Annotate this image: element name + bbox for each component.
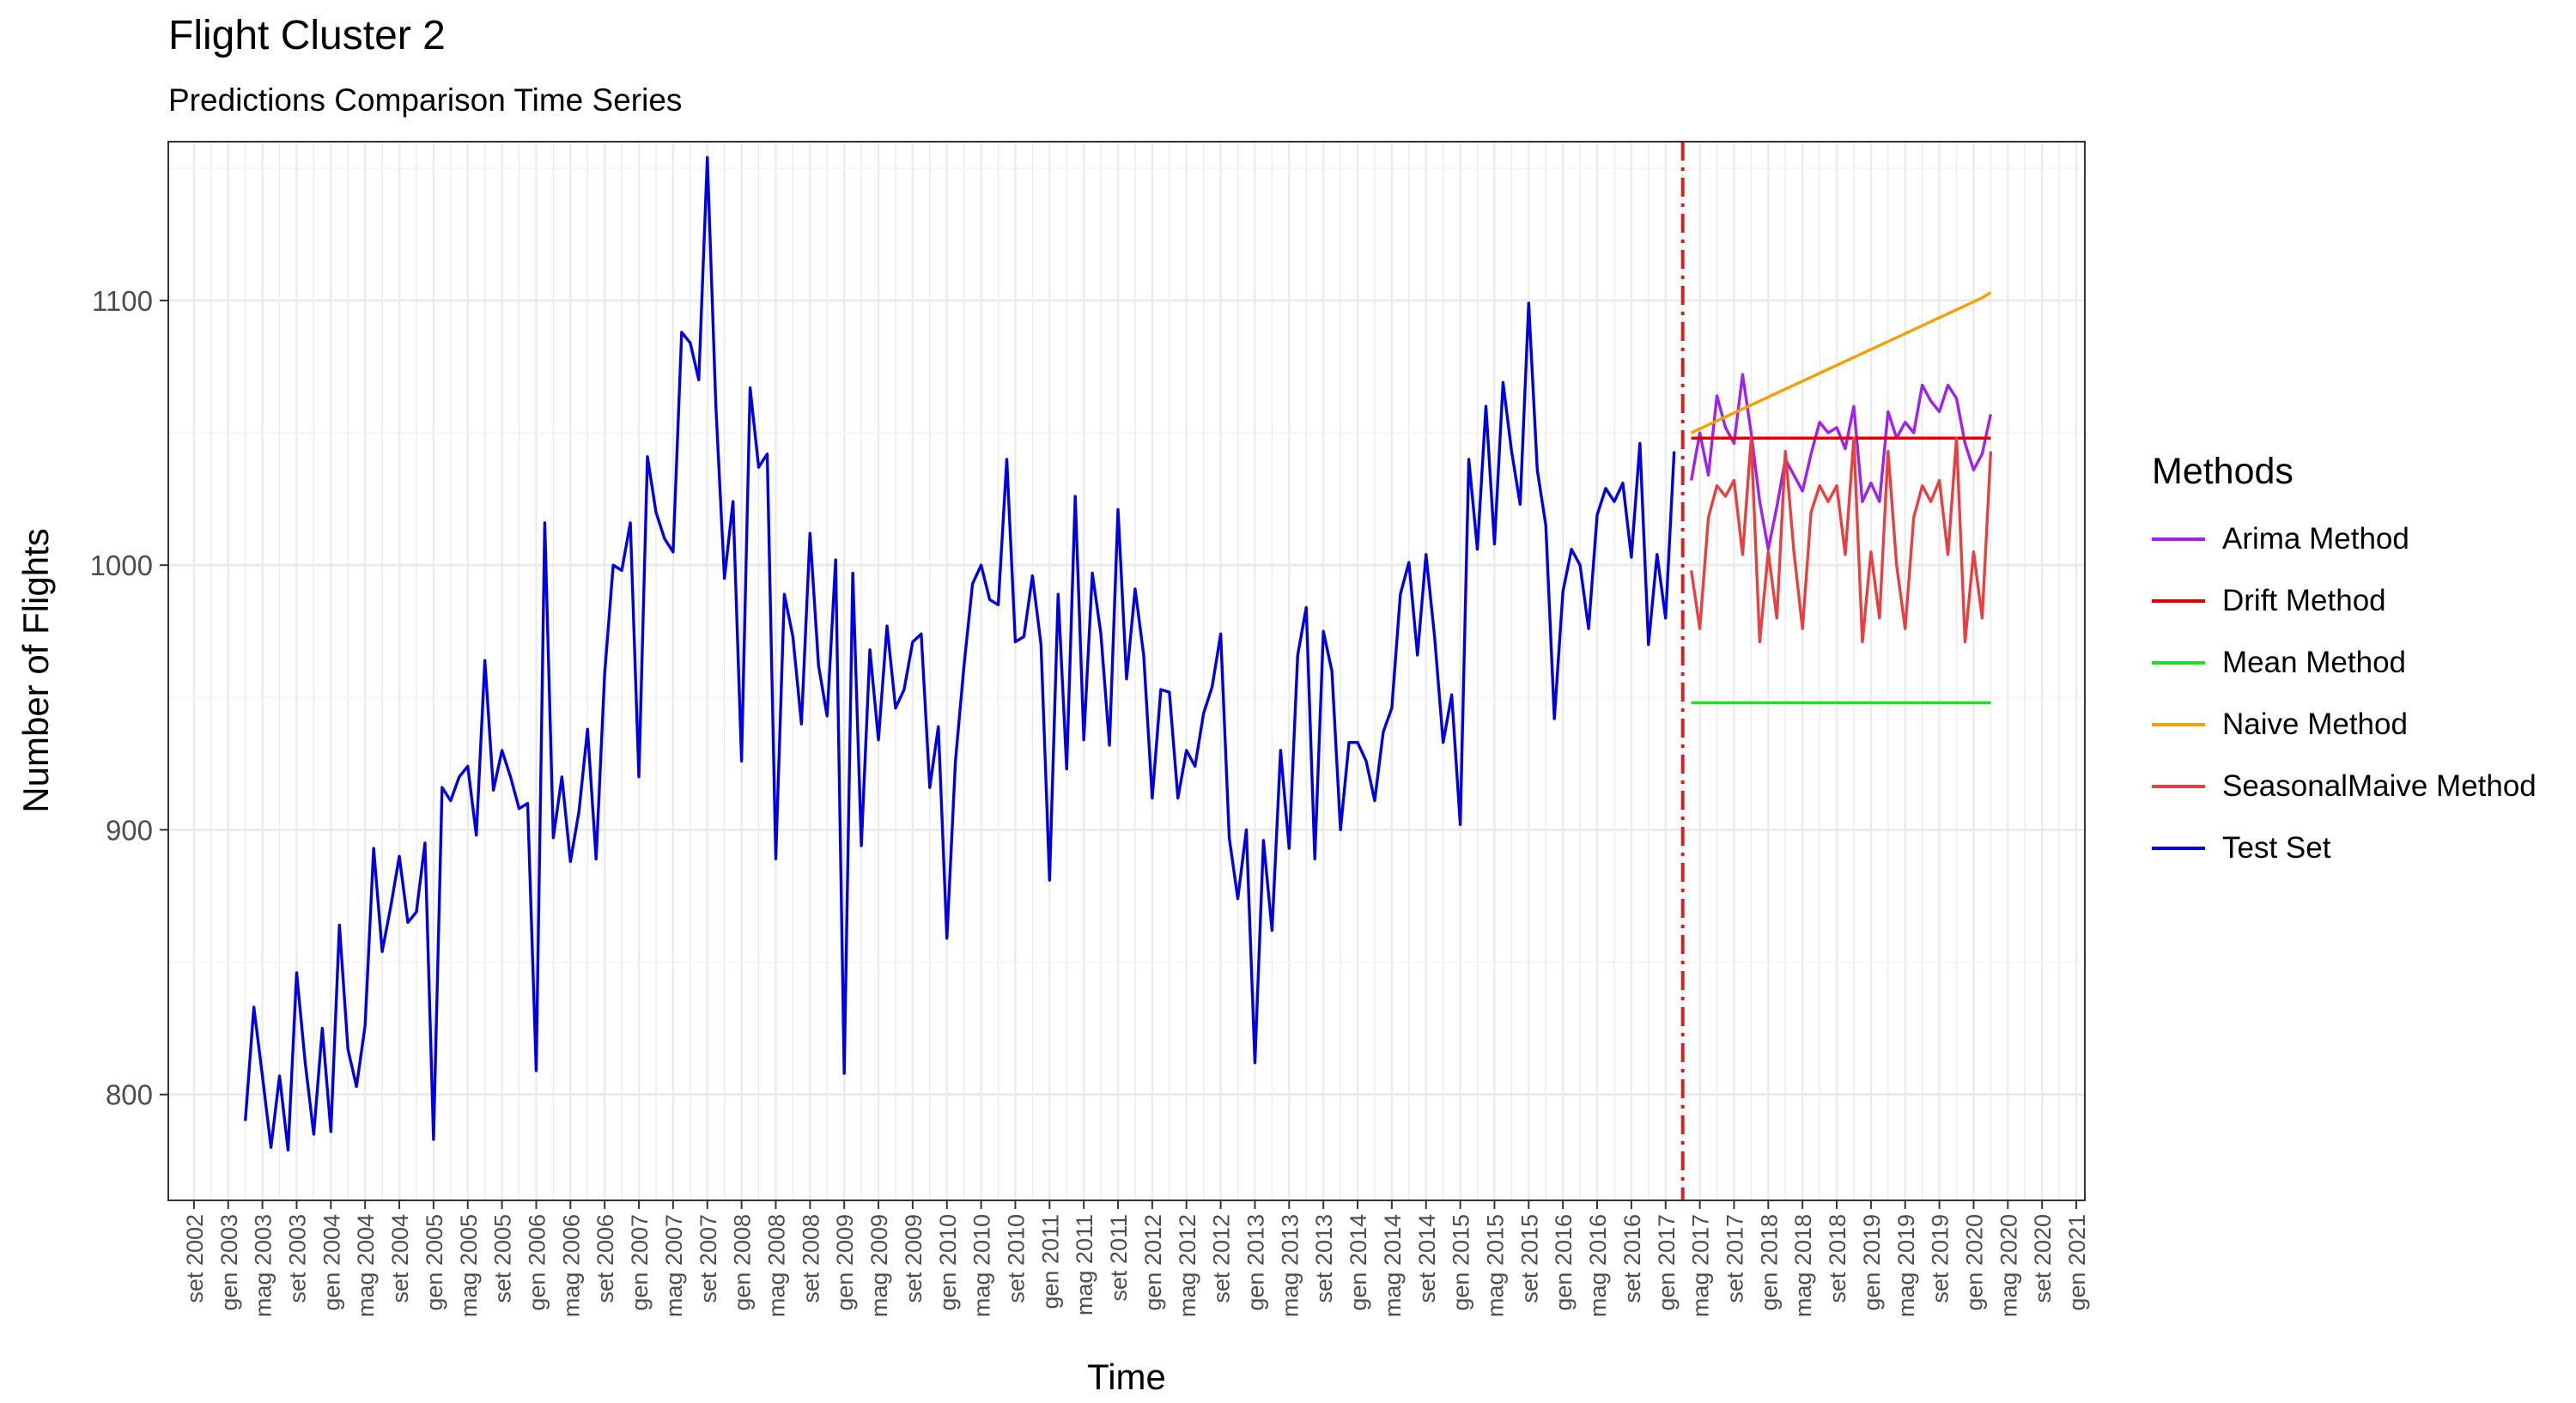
x-tick-label: mag 2017 — [1688, 1214, 1714, 1317]
x-tick-label: mag 2006 — [558, 1214, 584, 1317]
x-tick-label: gen 2013 — [1243, 1214, 1269, 1311]
series-line-seasonalmaive-method — [1689, 436, 1993, 644]
x-tick-label: mag 2009 — [866, 1214, 892, 1317]
legend: Methods Arima Method Drift Method Mean Met… — [2152, 451, 2537, 879]
x-tick-label: set 2010 — [1004, 1214, 1030, 1303]
x-tick-label: gen 2010 — [935, 1214, 961, 1311]
x-tick-label: mag 2016 — [1585, 1214, 1611, 1317]
x-tick-label: set 2019 — [1928, 1214, 1953, 1303]
x-tick-label: gen 2012 — [1140, 1214, 1166, 1311]
x-tick-label: set 2017 — [1722, 1214, 1748, 1303]
x-tick-label: set 2007 — [696, 1214, 721, 1303]
legend-key — [2152, 599, 2205, 603]
x-tick-label: mag 2003 — [251, 1214, 276, 1317]
legend-item: Drift Method — [2152, 570, 2537, 632]
legend-key — [2152, 538, 2205, 541]
y-tick-label: 800 — [106, 1079, 153, 1111]
x-tick-label: gen 2003 — [216, 1214, 242, 1311]
x-tick-label: gen 2007 — [627, 1214, 653, 1311]
x-tick-label: mag 2014 — [1380, 1214, 1406, 1317]
x-axis-label: Time — [1087, 1357, 1166, 1397]
x-tick-label: set 2012 — [1209, 1214, 1235, 1303]
series-layer — [243, 142, 1993, 1200]
plot-panel-border — [167, 141, 2086, 1201]
legend-key — [2152, 847, 2205, 850]
series-line-test-set — [243, 155, 1676, 1152]
axes: 800 900 1000 1100 set 2002 gen 2003 mag 2003 se… — [90, 285, 2090, 1317]
x-tick-label: gen 2015 — [1449, 1214, 1474, 1311]
y-tick-label: 1100 — [92, 285, 153, 317]
x-tick-label: mag 2005 — [456, 1214, 482, 1317]
legend-key — [2152, 723, 2205, 726]
x-tick-label: mag 2007 — [661, 1214, 687, 1317]
x-tick-label: set 2004 — [387, 1214, 413, 1303]
x-tick-label: gen 2016 — [1551, 1214, 1577, 1311]
x-tick-label: set 2008 — [798, 1214, 823, 1303]
x-tick-label: set 2015 — [1516, 1214, 1542, 1303]
legend-label: Drift Method — [2222, 584, 2386, 617]
x-tick-label: set 2013 — [1311, 1214, 1337, 1303]
x-tick-label: set 2018 — [1825, 1214, 1850, 1303]
legend-label: Mean Method — [2222, 646, 2407, 679]
grid-lines — [168, 142, 2085, 1200]
legend-label: Arima Method — [2222, 522, 2409, 556]
x-tick-label: set 2003 — [285, 1214, 311, 1303]
chart-subtitle: Predictions Comparison Time Series — [168, 82, 683, 118]
legend-item: Test Set — [2152, 817, 2537, 879]
x-tick-label: mag 2010 — [969, 1214, 995, 1317]
x-tick-label: set 2020 — [2030, 1214, 2056, 1303]
legend-items: Arima Method Drift Method Mean Method Naive… — [2152, 508, 2537, 879]
x-tick-label: gen 2014 — [1346, 1214, 1371, 1311]
x-tick-label: gen 2021 — [2064, 1214, 2090, 1311]
x-tick-label: set 2002 — [182, 1214, 208, 1303]
x-tick-label: mag 2018 — [1790, 1214, 1816, 1317]
x-tick-label: set 2016 — [1619, 1214, 1645, 1303]
x-tick-label: set 2006 — [592, 1214, 618, 1303]
x-tick-label: gen 2019 — [1859, 1214, 1885, 1311]
legend-item: Mean Method — [2152, 632, 2537, 694]
x-tick-label: mag 2011 — [1072, 1214, 1097, 1315]
series-line-naive-method — [1690, 291, 1992, 434]
x-tick-label: mag 2004 — [353, 1214, 379, 1317]
legend-item: Arima Method — [2152, 508, 2537, 570]
chart-title: Flight Cluster 2 — [168, 13, 446, 58]
legend-title: Methods — [2152, 451, 2293, 492]
legend-item: Naive Method — [2152, 694, 2537, 756]
legend-label: Test Set — [2222, 831, 2331, 865]
legend-key — [2152, 785, 2205, 788]
x-tick-label: gen 2009 — [832, 1214, 858, 1311]
x-tick-label: gen 2005 — [422, 1214, 447, 1311]
y-tick-label: 1000 — [90, 550, 153, 581]
x-tick-label: gen 2008 — [730, 1214, 756, 1311]
x-tick-label: mag 2013 — [1277, 1214, 1303, 1317]
x-tick-label: gen 2006 — [525, 1214, 550, 1311]
x-tick-label: set 2009 — [901, 1214, 927, 1303]
x-tick-label: gen 2011 — [1037, 1214, 1063, 1309]
legend-key — [2152, 661, 2205, 665]
x-tick-label: mag 2012 — [1175, 1214, 1200, 1317]
x-tick-label: set 2005 — [490, 1214, 516, 1303]
legend-label: Naive Method — [2222, 708, 2408, 741]
y-tick-label: 900 — [106, 814, 153, 846]
x-tick-label: set 2014 — [1414, 1214, 1440, 1303]
x-tick-label: gen 2020 — [1962, 1214, 1988, 1311]
x-tick-label: mag 2015 — [1483, 1214, 1509, 1317]
x-tick-label: mag 2020 — [1996, 1214, 2021, 1317]
x-tick-label: gen 2017 — [1654, 1214, 1680, 1311]
x-tick-label: mag 2019 — [1893, 1214, 1919, 1317]
y-axis-label: Number of Flights — [15, 528, 56, 812]
x-tick-label: gen 2018 — [1756, 1214, 1782, 1311]
legend-label: SeasonalMaive Method — [2222, 769, 2537, 803]
legend-item: SeasonalMaive Method — [2152, 756, 2537, 817]
x-tick-label: set 2011 — [1106, 1214, 1132, 1302]
x-tick-label: gen 2004 — [319, 1214, 344, 1311]
x-tick-label: mag 2008 — [764, 1214, 790, 1317]
